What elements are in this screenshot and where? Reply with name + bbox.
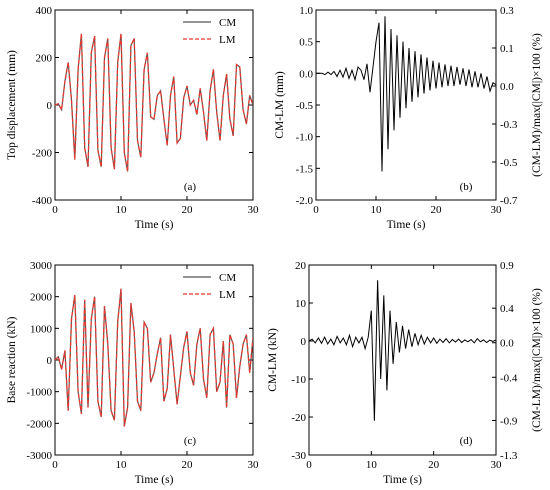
legend-label: CM: [219, 272, 236, 284]
y-tick-label: 200: [36, 53, 53, 65]
y-tick-label: 20: [295, 260, 307, 272]
x-tick-label: 10: [116, 204, 128, 216]
x-tick-label: 20: [182, 204, 194, 216]
x-tick-label: 20: [428, 459, 440, 471]
y-tick-label: -20: [291, 412, 306, 424]
y-tick-label: -1000: [26, 387, 52, 399]
y-right-tick-label: 0.0: [500, 338, 514, 350]
x-tick-label: 0: [306, 459, 312, 471]
y-right-tick-label: -0.9: [500, 415, 518, 427]
x-tick-label: 10: [116, 459, 128, 471]
panel-label: (b): [460, 181, 473, 193]
x-axis-label: Time (s): [135, 219, 174, 231]
y-tick-label: -2000: [26, 418, 52, 430]
panel-d: 0 10 20 30 -30 -20 -10 0 10 20 -1.3 -0.9 -0.4 0.0 0.4 0…: [267, 260, 543, 486]
y-axis-label: CM-LM (kN): [267, 328, 279, 392]
x-tick-label: 30: [491, 459, 503, 471]
y-axis-label: Base reaction (kN): [6, 316, 18, 403]
y-tick-label: 1000: [30, 323, 53, 335]
y-right-tick-label: -0.7: [500, 195, 518, 207]
x-tick-label: 0: [313, 204, 319, 216]
y-tick-label: 0.5: [299, 37, 313, 49]
panel-c: 0 10 20 30 -3000 -2000 -1000 0 1000 2000 3000 Time …: [6, 260, 259, 486]
legend-label: LM: [219, 34, 236, 46]
series-line: [316, 16, 496, 172]
x-tick-label: 20: [182, 459, 194, 471]
y-axis-label-right: (CM-LM)/max(|CM|)×100 (%): [531, 33, 543, 177]
legend-label: CM: [219, 17, 236, 29]
legend-label: LM: [219, 289, 236, 301]
panel-a: 0 10 20 30 -400 -200 0 200 400 Time (s) Top displa…: [6, 5, 259, 231]
y-right-tick-label: 0.3: [500, 5, 514, 17]
y-axis-label: Top displacement (mm): [6, 50, 18, 160]
x-axis-label: Time (s): [383, 474, 422, 486]
y-right-tick-label: 0.1: [500, 43, 514, 55]
x-tick-label: 0: [52, 459, 58, 471]
y-right-tick-label: -0.4: [500, 372, 518, 384]
y-tick-label: 3000: [30, 260, 53, 272]
panel-label: (c): [184, 435, 197, 447]
y-right-tick-label: 0.0: [500, 81, 514, 93]
x-tick-label: 30: [248, 204, 260, 216]
x-tick-label: 30: [248, 459, 260, 471]
x-tick-label: 20: [431, 204, 443, 216]
y-tick-label: 0: [301, 336, 307, 348]
y-right-tick-label: -0.3: [500, 119, 518, 131]
x-tick-label: 10: [366, 459, 378, 471]
y-axis-label: CM-LM (mm): [274, 71, 286, 139]
y-right-tick-label: 0.4: [500, 303, 514, 315]
x-tick-label: 30: [491, 204, 503, 216]
y-tick-label: 2000: [30, 292, 53, 304]
y-tick-label: -400: [32, 195, 53, 207]
x-tick-label: 10: [371, 204, 383, 216]
x-tick-label: 0: [52, 204, 58, 216]
y-right-tick-label: -1.3: [500, 450, 518, 462]
y-tick-label: -1.5: [296, 163, 314, 175]
y-tick-label: 0.0: [299, 68, 313, 80]
series-line-lm: [55, 33, 253, 172]
y-tick-label: -200: [32, 148, 53, 160]
y-tick-label: 10: [295, 298, 307, 310]
y-tick-label: 400: [36, 5, 53, 17]
series-line-cm: [55, 288, 253, 427]
y-tick-label: -0.5: [296, 100, 314, 112]
plot-frame: [308, 264, 497, 456]
y-axis-label-right: (CM-LM)/max(|CM|)×100 (%): [531, 288, 543, 432]
y-tick-label: -1.0: [296, 132, 314, 144]
series-line: [309, 280, 496, 421]
y-tick-label: -10: [291, 374, 306, 386]
y-right-tick-label: -0.5: [500, 157, 518, 169]
panel-b: 0 10 20 30 -2.0 -1.5 -1.0 -0.5 0.0 0.5 1.0 -0.7 -0.5…: [274, 5, 543, 231]
x-axis-label: Time (s): [135, 474, 174, 486]
x-axis-label: Time (s): [387, 219, 426, 231]
y-tick-label: 0: [47, 355, 53, 367]
y-tick-label: -2.0: [296, 195, 314, 207]
series-line-lm: [55, 288, 253, 427]
panel-label: (a): [184, 181, 197, 193]
y-tick-label: -30: [291, 450, 306, 462]
y-tick-label: 0: [47, 100, 53, 112]
y-tick-label: -3000: [26, 450, 52, 462]
y-right-tick-label: 0.9: [500, 260, 514, 272]
panel-label: (d): [460, 435, 473, 447]
y-tick-label: 1.0: [299, 5, 313, 17]
